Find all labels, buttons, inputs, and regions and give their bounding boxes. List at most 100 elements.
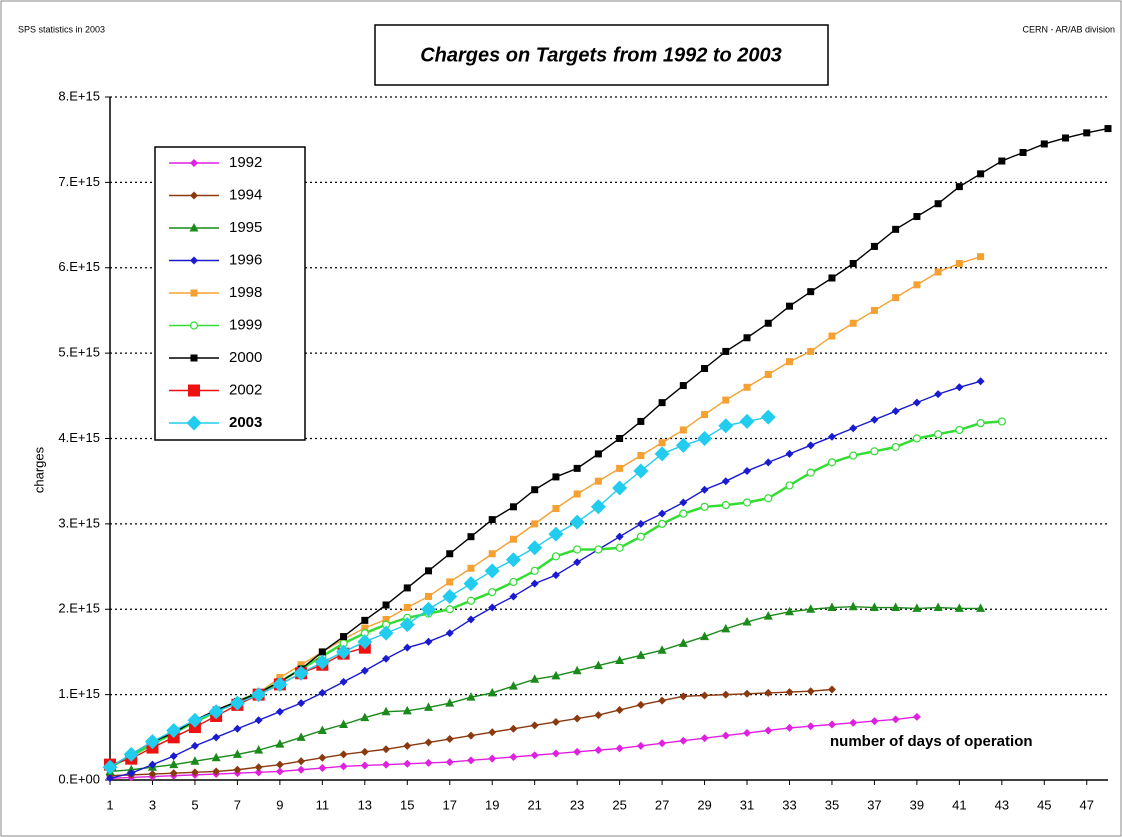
marker xyxy=(445,629,454,638)
marker xyxy=(169,752,178,761)
x-tick-label: 5 xyxy=(191,797,198,812)
marker xyxy=(148,760,157,769)
marker xyxy=(488,550,496,558)
marker xyxy=(421,601,437,617)
marker xyxy=(891,442,900,452)
marker xyxy=(102,759,118,775)
marker xyxy=(382,615,390,623)
marker xyxy=(806,468,815,477)
marker xyxy=(891,602,901,612)
marker xyxy=(551,571,560,580)
y-tick-label: 5.E+15 xyxy=(58,345,100,360)
marker xyxy=(739,413,755,429)
marker xyxy=(467,533,475,541)
marker xyxy=(552,473,560,481)
marker xyxy=(679,498,688,507)
marker xyxy=(127,769,136,778)
y-axis-label: charges xyxy=(31,446,46,493)
marker xyxy=(314,654,330,670)
marker xyxy=(551,670,561,680)
x-tick-label: 17 xyxy=(443,797,457,812)
x-tick-label: 43 xyxy=(995,797,1009,812)
marker xyxy=(593,660,603,670)
marker xyxy=(317,725,327,734)
y-tick-label: 8.E+15 xyxy=(58,88,100,103)
marker xyxy=(615,744,624,753)
marker xyxy=(466,756,475,765)
legend-label: 2002 xyxy=(229,381,262,398)
marker xyxy=(509,535,517,543)
marker xyxy=(976,377,985,386)
marker xyxy=(106,774,114,783)
marker xyxy=(254,716,263,725)
marker xyxy=(378,625,394,641)
marker xyxy=(912,434,921,443)
marker xyxy=(530,674,540,683)
marker xyxy=(360,747,369,756)
marker xyxy=(1104,125,1112,133)
x-tick-label: 35 xyxy=(825,797,839,812)
marker xyxy=(382,760,391,769)
marker xyxy=(849,451,858,460)
y-tick-label: 1.E+15 xyxy=(58,686,100,701)
marker xyxy=(806,722,815,731)
marker xyxy=(169,759,179,769)
marker xyxy=(637,452,645,460)
marker xyxy=(336,644,352,660)
marker xyxy=(764,688,773,697)
marker xyxy=(123,746,139,762)
marker xyxy=(869,602,879,612)
marker xyxy=(955,425,964,435)
marker xyxy=(403,604,411,612)
marker xyxy=(531,486,539,494)
marker xyxy=(275,760,284,769)
marker xyxy=(381,706,391,716)
marker xyxy=(527,540,543,556)
marker xyxy=(189,321,199,330)
marker xyxy=(806,441,815,450)
marker xyxy=(722,396,730,404)
marker xyxy=(548,526,564,542)
series xyxy=(105,601,986,775)
marker xyxy=(870,717,879,726)
marker xyxy=(721,500,730,510)
marker xyxy=(870,415,879,424)
marker xyxy=(357,634,373,650)
marker xyxy=(360,712,370,722)
marker xyxy=(424,758,433,767)
marker xyxy=(212,733,221,742)
marker xyxy=(807,347,815,355)
marker xyxy=(912,398,921,407)
marker xyxy=(636,650,646,659)
marker xyxy=(232,749,242,758)
marker xyxy=(126,764,136,774)
marker xyxy=(190,741,199,750)
series-line xyxy=(109,380,981,779)
marker xyxy=(233,724,242,733)
marker xyxy=(807,288,815,296)
marker xyxy=(679,509,688,518)
legend-label: 2000 xyxy=(229,349,262,366)
chart-title: Charges on Targets from 1992 to 2003 xyxy=(420,44,782,66)
marker xyxy=(849,259,857,267)
marker xyxy=(424,702,434,711)
marker xyxy=(615,532,624,541)
marker xyxy=(254,745,264,754)
marker xyxy=(425,592,433,600)
x-tick-label: 41 xyxy=(952,797,966,812)
marker xyxy=(679,736,688,745)
x-tick-label: 47 xyxy=(1080,797,1094,812)
marker xyxy=(487,687,497,697)
marker xyxy=(318,688,327,697)
marker xyxy=(743,383,751,391)
marker xyxy=(297,757,306,766)
marker xyxy=(399,617,415,633)
marker xyxy=(169,769,178,778)
title-box xyxy=(374,24,829,86)
marker xyxy=(892,225,900,233)
marker xyxy=(530,751,539,760)
marker xyxy=(764,726,773,735)
y-tick-label: 3.E+15 xyxy=(58,515,100,530)
marker xyxy=(144,734,160,750)
marker xyxy=(424,637,433,646)
